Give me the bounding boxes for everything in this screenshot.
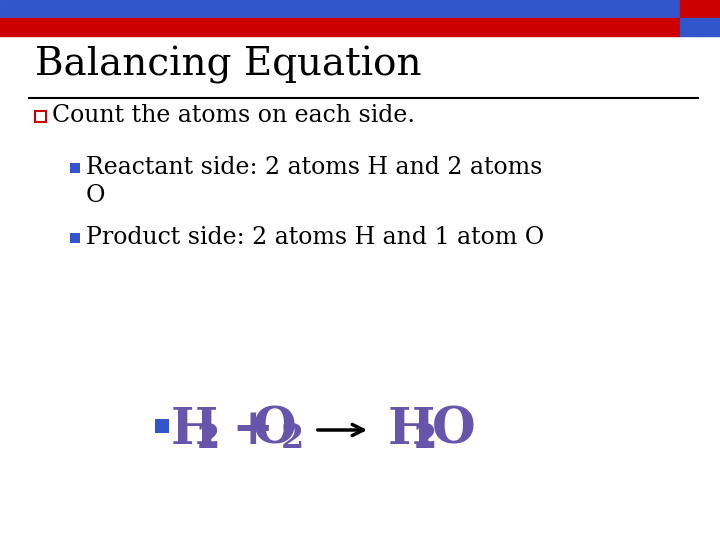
Text: O: O [86, 185, 106, 207]
Text: O: O [253, 406, 297, 455]
Text: H: H [171, 406, 218, 455]
Bar [155, 419, 169, 433]
Text: O: O [432, 406, 476, 455]
Bar [35, 111, 46, 122]
Text: 2: 2 [414, 422, 437, 455]
Bar [680, 18, 720, 36]
Text: Balancing Equation: Balancing Equation [35, 46, 422, 84]
Bar [680, 0, 720, 18]
Text: 2: 2 [197, 422, 220, 455]
Bar [70, 163, 80, 173]
Text: H: H [388, 406, 436, 455]
Text: Count the atoms on each side.: Count the atoms on each side. [52, 105, 415, 127]
Bar [0, 0, 680, 18]
Text: Reactant side: 2 atoms H and 2 atoms: Reactant side: 2 atoms H and 2 atoms [86, 157, 542, 179]
Bar [0, 18, 680, 36]
Text: Product side: 2 atoms H and 1 atom O: Product side: 2 atoms H and 1 atom O [86, 226, 544, 249]
Bar [70, 233, 80, 243]
Text: 2: 2 [281, 422, 305, 455]
Text: +: + [215, 406, 274, 455]
